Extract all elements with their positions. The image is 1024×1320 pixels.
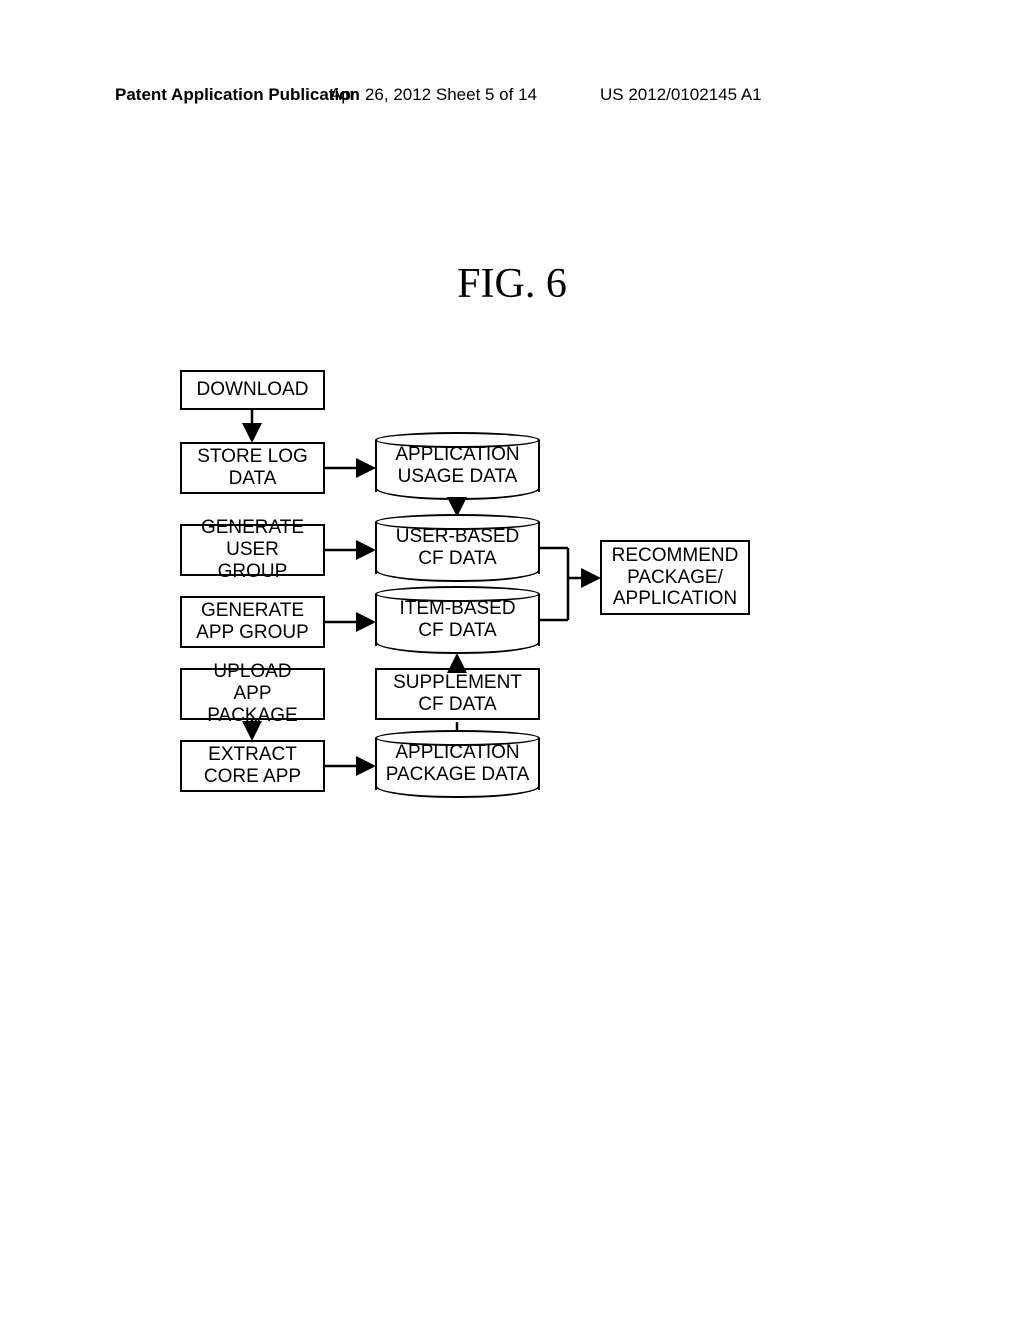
box-upload-app-package: UPLOADAPP PACKAGE <box>180 668 325 720</box>
cylinder-user-based-cf-label: USER-BASEDCF DATA <box>396 526 520 570</box>
box-store-log-label: STORE LOGDATA <box>197 446 308 490</box>
box-store-log: STORE LOGDATA <box>180 442 325 494</box>
flowchart-diagram: DOWNLOAD STORE LOGDATA GENERATEUSER GROU… <box>170 370 870 870</box>
header-sheet-info: Apr. 26, 2012 Sheet 5 of 14 <box>330 85 537 105</box>
header-publication: Patent Application Publication <box>115 85 360 105</box>
box-extract-core-app-label: EXTRACTCORE APP <box>204 744 301 788</box>
box-recommend-label: RECOMMENDPACKAGE/APPLICATION <box>612 545 739 611</box>
box-generate-app-group-label: GENERATEAPP GROUP <box>196 600 309 644</box>
box-generate-user-group-label: GENERATEUSER GROUP <box>190 517 315 583</box>
cylinder-item-based-cf-label: ITEM-BASEDCF DATA <box>399 598 515 642</box>
figure-title: FIG. 6 <box>0 260 1024 308</box>
cylinder-user-based-cf-data: USER-BASEDCF DATA <box>375 514 540 582</box>
box-supplement-cf-data: SUPPLEMENTCF DATA <box>375 668 540 720</box>
cylinder-application-package-label: APPLICATIONPACKAGE DATA <box>386 742 530 786</box>
cylinder-application-usage-label: APPLICATIONUSAGE DATA <box>395 444 519 488</box>
cylinder-application-usage-data: APPLICATIONUSAGE DATA <box>375 432 540 500</box>
box-extract-core-app: EXTRACTCORE APP <box>180 740 325 792</box>
box-download: DOWNLOAD <box>180 370 325 410</box>
box-generate-user-group: GENERATEUSER GROUP <box>180 524 325 576</box>
cylinder-item-based-cf-data: ITEM-BASEDCF DATA <box>375 586 540 654</box>
cylinder-application-package-data: APPLICATIONPACKAGE DATA <box>375 730 540 798</box>
header-patent-number: US 2012/0102145 A1 <box>600 85 762 105</box>
box-generate-app-group: GENERATEAPP GROUP <box>180 596 325 648</box>
box-upload-app-package-label: UPLOADAPP PACKAGE <box>190 661 315 727</box>
box-recommend: RECOMMENDPACKAGE/APPLICATION <box>600 540 750 615</box>
box-download-label: DOWNLOAD <box>197 379 309 401</box>
box-supplement-cf-data-label: SUPPLEMENTCF DATA <box>393 672 522 716</box>
